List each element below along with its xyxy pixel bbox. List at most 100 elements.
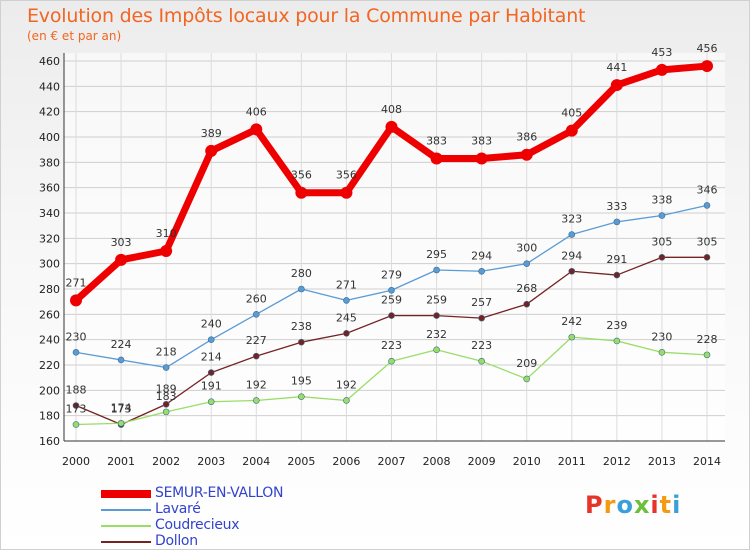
data-point — [295, 186, 308, 199]
data-label: 173 — [66, 403, 87, 416]
data-label: 291 — [606, 253, 627, 266]
y-tick-label: 180 — [39, 410, 60, 423]
data-point — [520, 148, 533, 161]
data-point — [72, 349, 80, 356]
data-point — [70, 294, 82, 307]
x-tick-label: 2009 — [468, 455, 496, 468]
y-tick-label: 200 — [39, 384, 60, 397]
data-label: 239 — [606, 319, 627, 332]
chart-subtitle: (en € et par an) — [27, 29, 122, 43]
data-point — [523, 375, 531, 383]
data-label: 183 — [156, 390, 177, 403]
logo-letter: x — [633, 491, 651, 519]
data-label: 173 — [111, 403, 132, 416]
data-point — [478, 267, 485, 275]
data-label: 195 — [291, 375, 312, 388]
data-label: 405 — [561, 107, 582, 120]
data-point — [160, 245, 173, 257]
data-label: 456 — [697, 42, 718, 55]
data-point — [433, 312, 440, 319]
legend-label: Dollon — [155, 533, 198, 549]
y-tick-label: 220 — [39, 359, 60, 372]
data-point — [568, 333, 576, 341]
x-tick-label: 2012 — [603, 455, 631, 468]
data-label: 356 — [291, 169, 312, 182]
data-label: 389 — [201, 127, 222, 140]
data-point — [207, 398, 215, 406]
data-label: 268 — [516, 282, 537, 295]
data-point — [298, 393, 305, 400]
data-point — [568, 231, 576, 238]
data-point — [205, 144, 218, 157]
data-point — [565, 124, 578, 137]
data-label: 242 — [561, 315, 582, 328]
logo-letter: i — [672, 491, 682, 519]
data-label: 188 — [66, 384, 87, 397]
data-label: 238 — [291, 320, 312, 333]
data-point — [613, 271, 621, 279]
x-tick-label: 2005 — [287, 455, 315, 468]
data-label: 174 — [111, 401, 132, 414]
data-label: 356 — [336, 169, 357, 182]
data-label: 406 — [246, 105, 267, 118]
data-label: 338 — [651, 194, 672, 207]
x-tick-label: 2002 — [152, 455, 180, 468]
data-label: 223 — [381, 339, 402, 352]
data-point — [478, 357, 485, 365]
data-label: 271 — [336, 278, 357, 291]
y-tick-label: 280 — [39, 283, 60, 296]
data-label: 408 — [381, 103, 402, 116]
data-label: 192 — [246, 378, 267, 391]
data-label: 453 — [651, 46, 672, 59]
data-point — [340, 186, 353, 199]
legend-label: Coudrecieux — [155, 517, 240, 533]
data-point — [115, 253, 128, 266]
data-point — [298, 285, 305, 293]
data-label: 294 — [561, 249, 582, 262]
data-point — [388, 312, 395, 319]
data-point — [298, 338, 305, 346]
data-point — [72, 402, 80, 409]
data-label: 280 — [291, 267, 312, 280]
data-point — [343, 397, 350, 404]
data-label: 441 — [606, 61, 627, 74]
data-label: 346 — [697, 183, 718, 196]
data-point — [703, 351, 711, 359]
data-point — [701, 60, 713, 73]
x-tick-label: 2010 — [513, 455, 541, 468]
data-label: 227 — [246, 334, 267, 347]
data-point — [72, 421, 80, 428]
data-point — [162, 408, 170, 416]
data-point — [658, 212, 666, 219]
data-point — [162, 400, 170, 408]
logo-letter: t — [659, 491, 673, 519]
data-point — [252, 397, 260, 404]
data-point — [250, 123, 263, 136]
logo-letter: P — [585, 491, 604, 519]
x-tick-label: 2001 — [107, 455, 135, 468]
logo-letter: r — [603, 491, 617, 519]
data-point — [207, 336, 215, 343]
y-tick-label: 300 — [39, 258, 60, 271]
data-point — [658, 349, 666, 356]
data-label: 260 — [246, 292, 267, 305]
x-tick-label: 2004 — [242, 455, 270, 468]
x-tick-label: 2000 — [62, 455, 90, 468]
data-label: 218 — [156, 346, 177, 359]
data-point — [655, 63, 668, 76]
data-point — [207, 369, 215, 376]
data-point — [385, 120, 398, 133]
data-point — [343, 297, 350, 304]
y-tick-label: 340 — [39, 207, 60, 220]
logo-letter: o — [616, 491, 634, 519]
data-point — [523, 260, 531, 267]
x-tick-label: 2014 — [693, 455, 721, 468]
plot-area — [64, 53, 725, 441]
data-label: 230 — [66, 330, 87, 343]
y-tick-label: 420 — [39, 106, 60, 119]
data-label: 300 — [516, 242, 537, 255]
data-label: 209 — [516, 357, 537, 370]
data-point — [433, 266, 440, 274]
data-label: 223 — [471, 339, 492, 352]
data-point — [613, 218, 621, 226]
